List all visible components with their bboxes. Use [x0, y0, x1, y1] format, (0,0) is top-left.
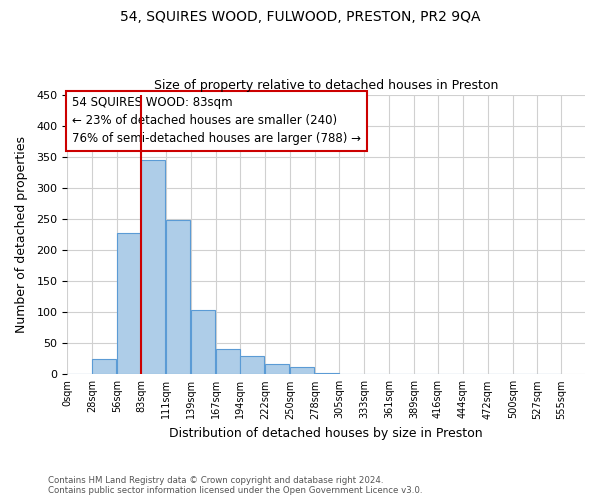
Text: Contains HM Land Registry data © Crown copyright and database right 2024.
Contai: Contains HM Land Registry data © Crown c…: [48, 476, 422, 495]
Bar: [315, 373, 339, 374]
Text: 54, SQUIRES WOOD, FULWOOD, PRESTON, PR2 9QA: 54, SQUIRES WOOD, FULWOOD, PRESTON, PR2 …: [120, 10, 480, 24]
Y-axis label: Number of detached properties: Number of detached properties: [15, 136, 28, 333]
Bar: [166, 220, 190, 374]
Text: 54 SQUIRES WOOD: 83sqm
← 23% of detached houses are smaller (240)
76% of semi-de: 54 SQUIRES WOOD: 83sqm ← 23% of detached…: [71, 96, 361, 146]
Bar: [117, 232, 141, 374]
Bar: [240, 356, 264, 374]
Title: Size of property relative to detached houses in Preston: Size of property relative to detached ho…: [154, 79, 498, 92]
Bar: [191, 310, 215, 374]
Bar: [141, 160, 165, 374]
Bar: [216, 349, 240, 374]
X-axis label: Distribution of detached houses by size in Preston: Distribution of detached houses by size …: [169, 427, 483, 440]
Bar: [290, 368, 314, 374]
Bar: [265, 364, 289, 374]
Bar: [92, 359, 116, 374]
